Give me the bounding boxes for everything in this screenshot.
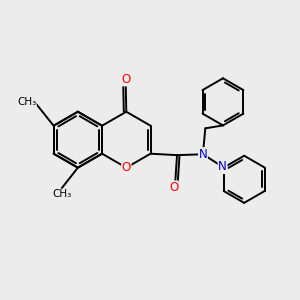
Text: CH₃: CH₃ [52,189,71,199]
Text: N: N [218,160,227,173]
Text: O: O [122,161,131,174]
Text: O: O [122,73,131,86]
Text: CH₃: CH₃ [17,97,36,107]
Text: N: N [199,148,207,161]
Text: O: O [169,181,178,194]
